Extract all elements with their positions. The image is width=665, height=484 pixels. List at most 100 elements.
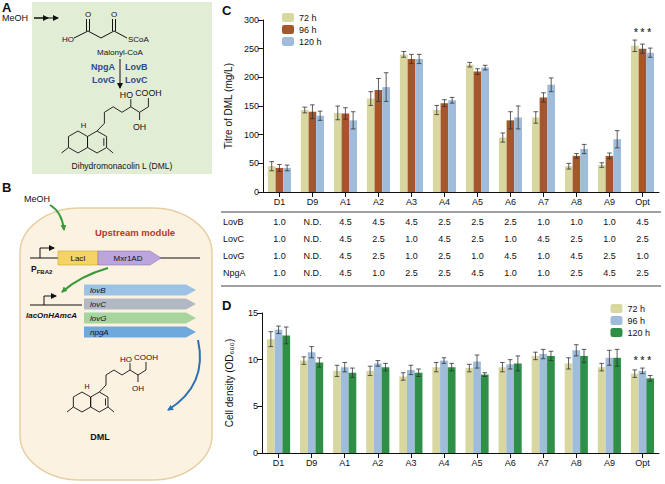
svg-text:LovC: LovC [125, 75, 148, 85]
svg-text:5: 5 [253, 401, 258, 411]
svg-text:lovB: lovB [90, 286, 106, 295]
svg-text:96 h: 96 h [299, 25, 317, 35]
svg-text:A7: A7 [538, 197, 549, 207]
svg-text:1.0: 1.0 [537, 217, 550, 227]
svg-text:72 h: 72 h [299, 13, 317, 23]
svg-text:LovC: LovC [223, 234, 245, 244]
svg-text:2.5: 2.5 [438, 268, 451, 278]
svg-text:1.0: 1.0 [537, 268, 550, 278]
svg-text:npgA: npgA [90, 328, 109, 337]
svg-text:HO: HO [120, 355, 132, 364]
svg-text:Mxr1AD: Mxr1AD [114, 254, 143, 263]
svg-text:0: 0 [254, 187, 259, 197]
svg-text:2.5: 2.5 [570, 234, 583, 244]
svg-text:H: H [84, 383, 89, 390]
svg-text:4.5: 4.5 [504, 251, 517, 261]
svg-text:300: 300 [244, 15, 259, 25]
svg-text:1.0: 1.0 [603, 234, 616, 244]
svg-text:A5: A5 [472, 458, 483, 468]
svg-text:120 h: 120 h [627, 328, 650, 338]
svg-text:LovG: LovG [223, 251, 245, 261]
svg-text:15: 15 [248, 308, 258, 318]
svg-text:N.D.: N.D. [303, 234, 321, 244]
svg-text:1.0: 1.0 [504, 268, 517, 278]
svg-text:0: 0 [253, 448, 258, 458]
svg-text:Opt: Opt [635, 458, 650, 468]
svg-text:1.0: 1.0 [273, 251, 286, 261]
svg-text:H: H [81, 121, 87, 130]
svg-text:MeOH: MeOH [2, 13, 28, 23]
svg-text:Opt: Opt [635, 197, 650, 207]
svg-text:1.0: 1.0 [471, 251, 484, 261]
svg-text:2.5: 2.5 [636, 268, 649, 278]
svg-text:1.0: 1.0 [570, 217, 583, 227]
svg-text:A6: A6 [505, 197, 516, 207]
svg-text:2.5: 2.5 [438, 217, 451, 227]
svg-text:2.5: 2.5 [603, 251, 616, 261]
svg-text:150: 150 [244, 101, 259, 111]
svg-text:2.5: 2.5 [438, 251, 451, 261]
svg-text:lacOnHAmcA: lacOnHAmcA [26, 311, 77, 320]
svg-text:LovB: LovB [223, 217, 244, 227]
svg-text:4.5: 4.5 [339, 268, 352, 278]
svg-text:A2: A2 [372, 458, 383, 468]
svg-text:COOH: COOH [135, 88, 161, 98]
svg-text:A1: A1 [339, 458, 350, 468]
svg-text:1.0: 1.0 [537, 251, 550, 261]
svg-text:DML: DML [90, 432, 110, 442]
svg-text:4.5: 4.5 [636, 217, 649, 227]
svg-text:1.0: 1.0 [405, 251, 418, 261]
svg-text:4.5: 4.5 [339, 251, 352, 261]
svg-text:A7: A7 [538, 458, 549, 468]
svg-text:4.5: 4.5 [570, 251, 583, 261]
svg-text:Upstream module: Upstream module [95, 227, 175, 238]
svg-text:OH: OH [132, 384, 144, 393]
svg-text:* * *: * * * [634, 27, 651, 38]
svg-text:OH: OH [133, 122, 146, 132]
svg-text:B: B [2, 180, 11, 195]
svg-text:D9: D9 [306, 458, 318, 468]
svg-text:1.0: 1.0 [273, 217, 286, 227]
svg-text:O: O [85, 10, 91, 19]
svg-text:A2: A2 [373, 197, 384, 207]
svg-text:1.0: 1.0 [603, 217, 616, 227]
svg-text:D1: D1 [274, 197, 286, 207]
svg-text:2.5: 2.5 [372, 251, 385, 261]
svg-text:NpgA: NpgA [223, 268, 246, 278]
svg-text:2.5: 2.5 [471, 217, 484, 227]
svg-text:1.0: 1.0 [636, 251, 649, 261]
svg-text:50: 50 [249, 158, 259, 168]
svg-text:N.D.: N.D. [303, 217, 321, 227]
svg-text:4.5: 4.5 [372, 217, 385, 227]
svg-text:2.5: 2.5 [471, 234, 484, 244]
svg-text:LovB: LovB [125, 62, 148, 72]
svg-text:250: 250 [244, 44, 259, 54]
svg-text:4.5: 4.5 [339, 234, 352, 244]
svg-text:PFBA2: PFBA2 [31, 264, 53, 275]
svg-text:LovG: LovG [92, 75, 115, 85]
svg-text:120 h: 120 h [299, 37, 322, 47]
svg-text:2.5: 2.5 [372, 234, 385, 244]
svg-text:72 h: 72 h [627, 304, 645, 314]
svg-text:HO: HO [120, 90, 133, 100]
svg-text:Malonyl-CoA: Malonyl-CoA [97, 48, 143, 57]
svg-text:N.D.: N.D. [303, 251, 321, 261]
svg-text:4.5: 4.5 [339, 217, 352, 227]
svg-text:4.5: 4.5 [405, 217, 418, 227]
svg-text:4.5: 4.5 [471, 268, 484, 278]
svg-text:A1: A1 [340, 197, 351, 207]
svg-text:MeOH: MeOH [24, 194, 50, 204]
svg-text:4.5: 4.5 [603, 268, 616, 278]
svg-text:A9: A9 [604, 458, 615, 468]
svg-text:SCoA: SCoA [128, 35, 150, 44]
svg-text:1.0: 1.0 [273, 268, 286, 278]
svg-text:D9: D9 [307, 197, 319, 207]
svg-text:A5: A5 [472, 197, 483, 207]
svg-text:A3: A3 [406, 197, 417, 207]
svg-text:10: 10 [248, 355, 258, 365]
svg-text:lovG: lovG [90, 314, 106, 323]
svg-text:D1: D1 [273, 458, 285, 468]
svg-text:O: O [111, 10, 117, 19]
svg-text:NpgA: NpgA [91, 62, 115, 72]
svg-text:LacI: LacI [70, 254, 85, 263]
